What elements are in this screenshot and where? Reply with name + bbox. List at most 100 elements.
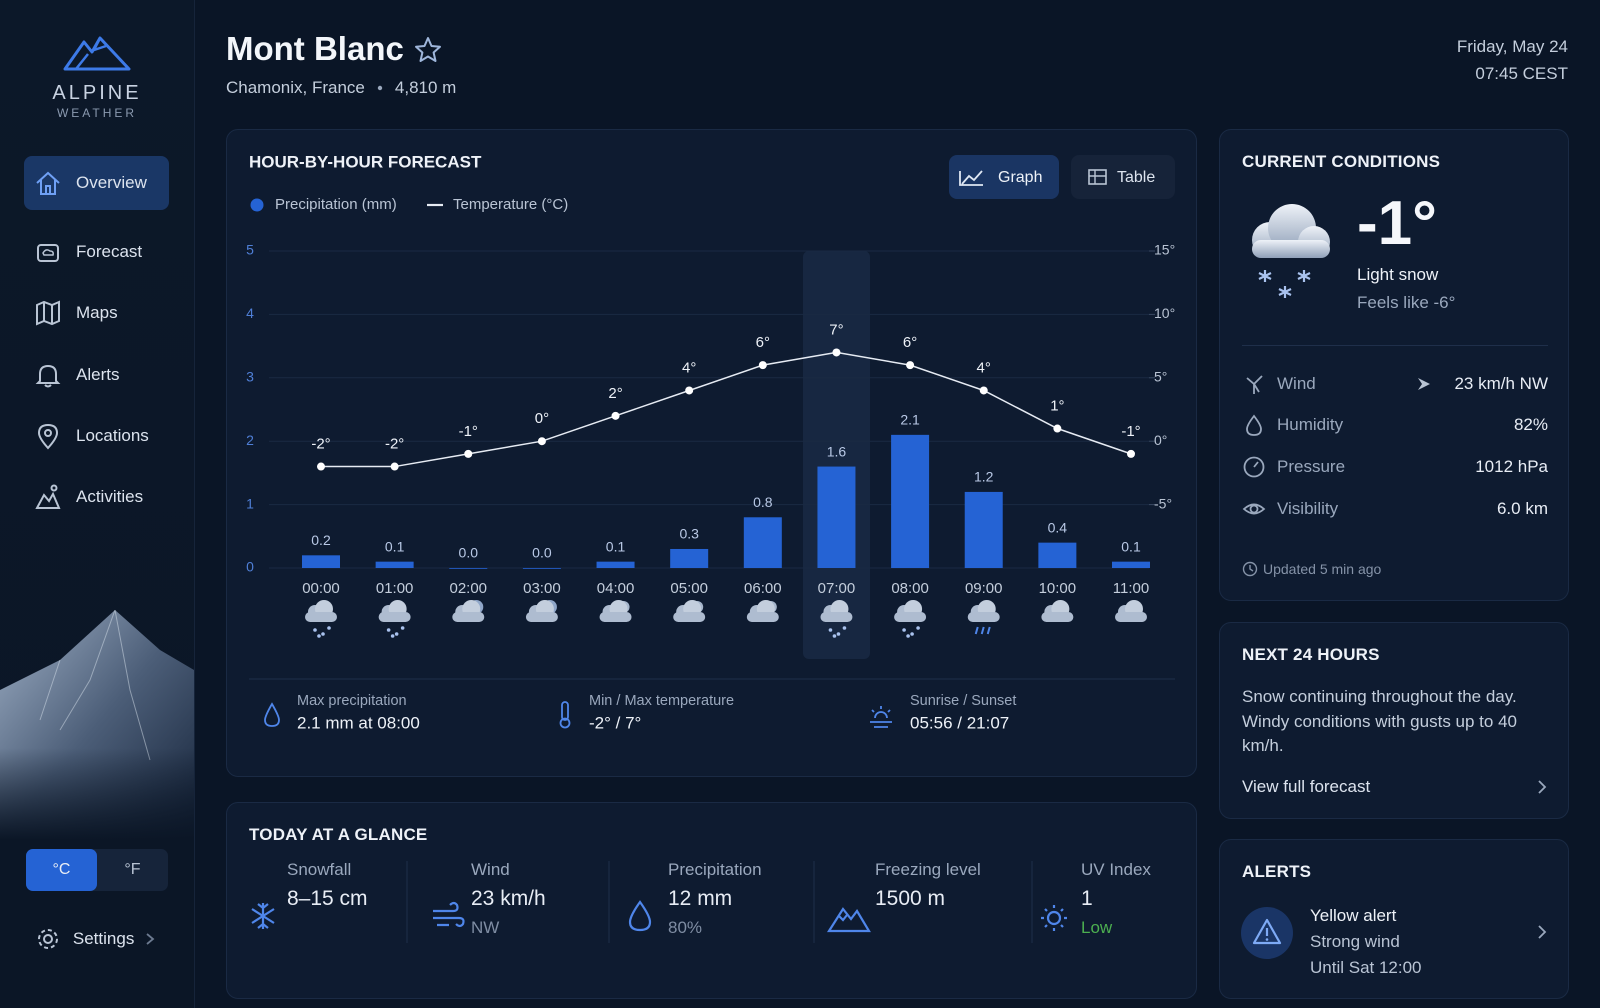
icon-flake <box>327 626 331 630</box>
settings-label: Settings <box>72 929 135 948</box>
x-tick-label: 04:00 <box>597 580 635 597</box>
temperature-point <box>464 449 473 458</box>
view-forecast-link[interactable]: View full forecast <box>1242 777 1371 796</box>
glance-value: 23 km/h <box>471 887 546 910</box>
y-tick-label: 5 <box>246 242 254 258</box>
mountain-image <box>0 610 194 840</box>
nav-item[interactable]: Alerts <box>24 348 169 402</box>
favorite-star[interactable] <box>414 36 442 64</box>
weather-icon <box>746 600 779 622</box>
divider <box>1242 345 1548 346</box>
condition-row: Humidity 82% <box>1220 410 1570 440</box>
glance-label: Snowfall <box>287 860 352 879</box>
point-label: -1° <box>459 423 478 440</box>
icon-drop <box>264 702 280 727</box>
point-label: -1° <box>1121 423 1140 440</box>
bar-label: 0.1 <box>1121 538 1141 554</box>
location-title: Mont Blanc <box>226 30 404 67</box>
glance-label: Wind <box>471 860 510 879</box>
icon-flake <box>386 628 391 632</box>
nav-item[interactable]: Overview <box>24 156 169 210</box>
precip-bar <box>302 555 340 568</box>
bar-label: 0.0 <box>459 545 479 561</box>
y2-tick-label: 0° <box>1154 432 1167 448</box>
view-button[interactable] <box>949 155 1059 199</box>
icon-flake <box>313 628 317 632</box>
glance-decor <box>251 861 1067 943</box>
x-tick-label: 00:00 <box>302 580 340 597</box>
glance-value: 12 mm <box>668 887 733 910</box>
nav-item[interactable]: Locations <box>24 409 169 463</box>
y-tick-label: 1 <box>246 495 254 511</box>
summary-value: 2.1 mm at 08:00 <box>297 713 420 732</box>
x-tick-label: 06:00 <box>744 580 782 597</box>
weather-icon <box>525 600 558 622</box>
view-button[interactable] <box>1071 155 1175 199</box>
bar-label: 1.2 <box>974 469 994 485</box>
weather-icon <box>452 600 485 622</box>
row-icon <box>1242 503 1266 515</box>
row-value: 23 km/h NW <box>1454 374 1548 393</box>
alerts-panel: ALERTS Yellow alert Strong wind Until Sa… <box>1219 839 1569 999</box>
icon-cloud <box>746 612 779 622</box>
point-label: 2° <box>608 385 622 402</box>
icon-thermo <box>559 717 571 729</box>
alert-icon <box>1241 907 1293 959</box>
weather-icon <box>305 600 337 638</box>
point-label: 6° <box>756 334 770 351</box>
temperature-point <box>1127 449 1135 458</box>
table-icon <box>1088 169 1107 185</box>
unit-option[interactable]: °F <box>124 861 141 878</box>
chevron[interactable] <box>1536 924 1548 940</box>
nav-label: Forecast <box>76 242 143 261</box>
nav-item[interactable]: Maps <box>24 286 169 340</box>
precip-bar <box>1038 542 1077 568</box>
temperature-point <box>758 361 767 370</box>
graph-icon <box>959 170 983 186</box>
glance-label: Freezing level <box>875 860 981 879</box>
current-temperature: -1° <box>1357 189 1437 258</box>
bar-label: 0.3 <box>679 526 699 542</box>
icon-flake <box>317 634 321 638</box>
nav-icon <box>37 423 59 450</box>
y-tick-label: 4 <box>246 305 254 321</box>
y-tick-label: 2 <box>246 432 254 448</box>
brand-name: ALPINE <box>52 82 142 104</box>
panel-title: HOUR-BY-HOUR FORECAST <box>249 152 482 171</box>
summary-label: Sunrise / Sunset <box>910 693 1016 709</box>
x-tick-label: 01:00 <box>376 580 414 597</box>
temperature-point <box>685 386 694 395</box>
icon-cloud <box>967 612 1000 622</box>
summary-text: Snow continuing throughout the day. Wind… <box>1242 687 1517 755</box>
precip-bar <box>964 491 1003 568</box>
bar-label: 0.2 <box>311 532 331 548</box>
row-icon <box>1246 375 1263 394</box>
icon-flake <box>321 632 325 636</box>
point-label: 7° <box>829 321 843 338</box>
nav-item[interactable]: Forecast <box>24 225 169 279</box>
temperature-point <box>611 411 620 420</box>
settings-item[interactable]: Settings <box>24 912 169 966</box>
bar-label: 1.6 <box>827 443 847 459</box>
temperature-point <box>317 462 325 471</box>
weather-icon <box>378 600 411 638</box>
x-tick-label: 09:00 <box>965 580 1003 597</box>
alert-type: Strong wind <box>1310 932 1400 951</box>
forecast-panel: HOUR-BY-HOUR FORECAST Graph Table Precip… <box>226 129 1197 777</box>
icon-cloud <box>820 612 853 622</box>
bar-label: 0.1 <box>385 538 405 554</box>
nav-label: Locations <box>76 426 149 445</box>
glance-value: 1500 m <box>875 887 946 910</box>
panel-title: NEXT 24 HOURS <box>1242 645 1380 664</box>
temperature-point <box>537 437 546 446</box>
summary-value: 05:56 / 21:07 <box>910 713 1009 732</box>
nav-item[interactable]: Activities <box>24 470 169 524</box>
row-label: Humidity <box>1277 415 1344 434</box>
temperature-point <box>390 462 399 471</box>
icon-flake <box>842 626 847 630</box>
row-value: 6.0 km <box>1496 499 1548 518</box>
icon-cloud <box>894 612 927 622</box>
y2-tick-label: 15° <box>1154 242 1175 258</box>
point-label: 6° <box>903 334 917 351</box>
unit-option[interactable]: °C <box>26 849 97 891</box>
